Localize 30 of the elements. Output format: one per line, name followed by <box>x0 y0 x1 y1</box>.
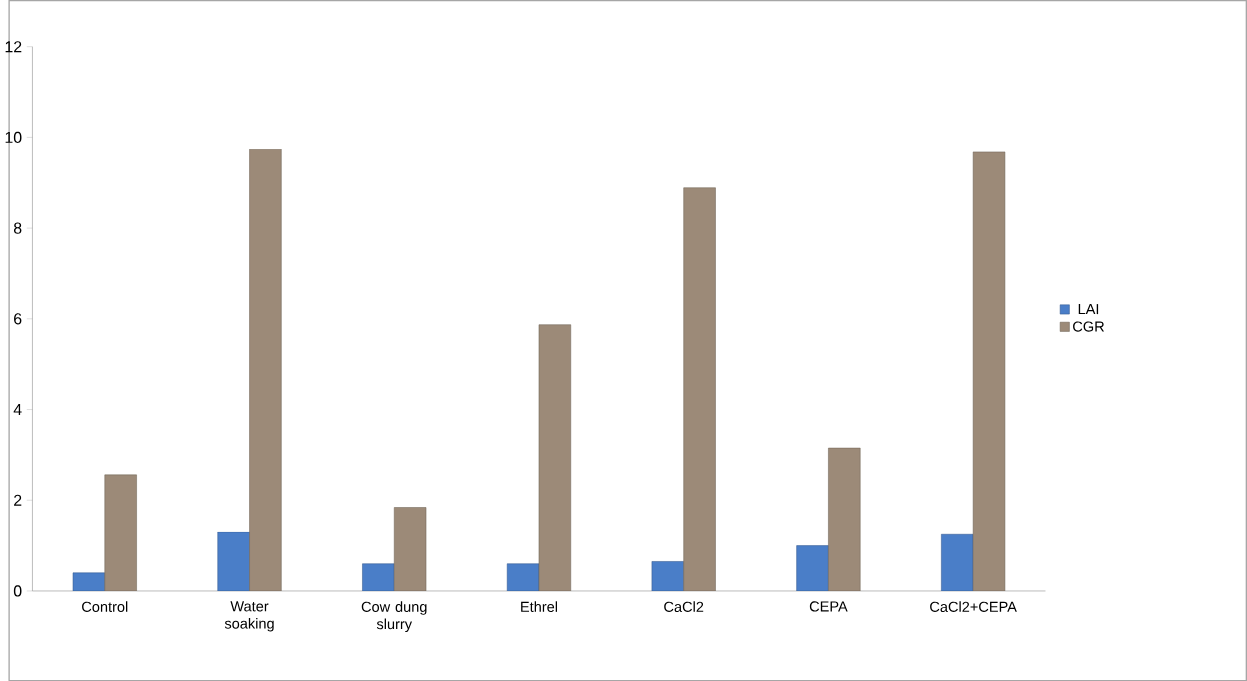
legend-label: LAI <box>1078 303 1099 314</box>
x-tick-label: Control <box>82 601 128 612</box>
y-tick-label: 6 <box>14 313 22 325</box>
bar <box>683 187 716 591</box>
x-tick-label: CEPA <box>809 601 848 612</box>
bar <box>249 148 282 591</box>
bar <box>217 531 250 591</box>
y-tick-label: 12 <box>5 40 22 53</box>
bar <box>651 561 684 591</box>
y-tick-label: 2 <box>14 494 22 506</box>
bar <box>72 572 106 591</box>
x-tick-label: Ethrel <box>521 601 558 612</box>
y-tick-label: 8 <box>13 222 22 234</box>
x-tick-label: CaCl2+CEPA <box>930 601 1017 612</box>
bar <box>393 507 427 591</box>
x-tick-label: Cow dung slurry <box>361 601 427 632</box>
bar <box>538 324 572 591</box>
y-tick-label: 0 <box>13 585 22 597</box>
x-tick-label: CaCl2 <box>664 601 704 612</box>
legend-label: CGR <box>1073 321 1105 332</box>
bar <box>104 474 137 591</box>
bar <box>362 563 395 591</box>
bar <box>972 151 1006 591</box>
bar <box>506 563 540 591</box>
y-tick-label: 4 <box>13 403 22 415</box>
y-tick-label: 10 <box>5 131 22 143</box>
bar <box>796 545 829 591</box>
bar <box>941 533 974 591</box>
x-tick-label: Water soaking <box>224 601 274 632</box>
bar <box>828 447 861 591</box>
